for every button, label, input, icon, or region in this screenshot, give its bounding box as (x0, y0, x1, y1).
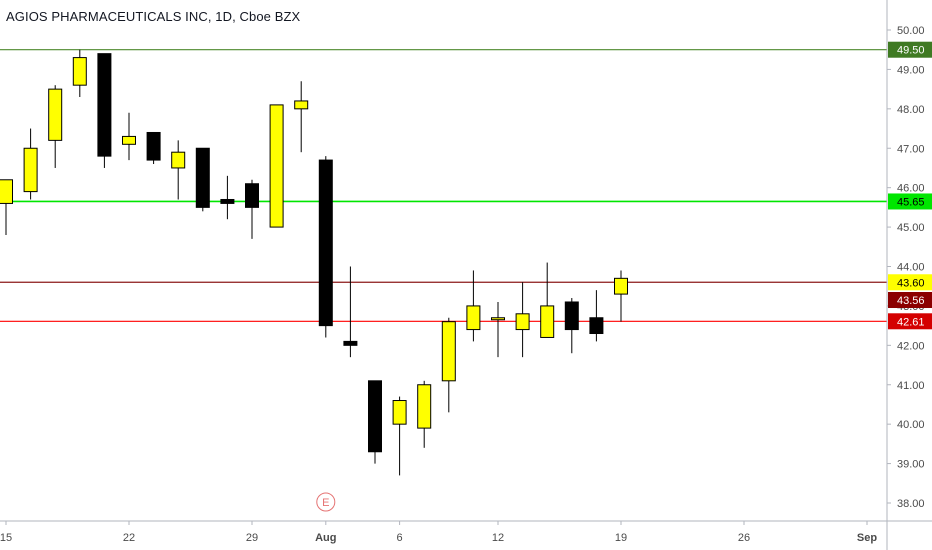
candle[interactable] (72, 49, 87, 98)
candle-body (23, 147, 38, 193)
candle-body (614, 277, 628, 295)
candle[interactable] (122, 112, 136, 161)
candle-body (515, 313, 530, 331)
candle[interactable] (343, 266, 358, 358)
candle[interactable] (146, 131, 161, 165)
earnings-marker[interactable]: E (316, 492, 336, 512)
price-tick-label: 50.00 (897, 25, 925, 37)
candle-body (0, 179, 13, 204)
time-tick-label: 15 (0, 532, 12, 544)
price-tag-bg (888, 292, 932, 309)
price-tag-label: 49.50 (897, 45, 925, 57)
candles-layer (0, 49, 628, 476)
candle[interactable] (97, 53, 112, 168)
price-tick-label: 42.00 (897, 340, 925, 352)
candle-body (72, 57, 87, 86)
price-tick-label: 38.00 (897, 498, 925, 510)
price-tag-label: 42.61 (897, 316, 925, 328)
candle-body (220, 198, 235, 204)
candle-body (417, 384, 432, 429)
price-tick-label: 45.00 (897, 222, 925, 234)
price-tick-label: 39.00 (897, 459, 925, 471)
candle-body (441, 321, 456, 382)
time-tick-label: 19 (615, 532, 627, 544)
candle-body (368, 380, 382, 453)
earnings-circle (316, 492, 336, 512)
candle[interactable] (48, 85, 63, 168)
candle[interactable] (417, 380, 432, 448)
candle[interactable] (515, 282, 530, 358)
candle-body (318, 159, 333, 327)
candle[interactable] (368, 380, 382, 464)
candle-body (540, 305, 555, 338)
time-tick-label: Aug (315, 532, 336, 544)
candle[interactable] (466, 270, 481, 342)
markers-layer: E (316, 492, 336, 512)
time-tick-label: 29 (246, 532, 258, 544)
candle[interactable] (294, 81, 309, 153)
line-price-tag: 49.50 (888, 41, 932, 58)
candle-body (392, 400, 407, 425)
price-tick-label: 40.00 (897, 419, 925, 431)
candle[interactable] (540, 262, 555, 338)
candle-body (491, 317, 505, 321)
price-tick-label: 46.00 (897, 183, 925, 195)
time-tick-label: 12 (492, 532, 504, 544)
candle-body (146, 131, 161, 161)
candle-body (245, 183, 259, 208)
candle-body (122, 135, 136, 145)
candle-body (97, 53, 112, 157)
candle-body (294, 100, 309, 110)
horizontal-lines-layer (0, 49, 887, 322)
candle[interactable] (614, 270, 628, 322)
candle[interactable] (195, 147, 210, 212)
price-tick-label: 49.00 (897, 64, 925, 76)
candle[interactable] (245, 179, 259, 239)
candle-body (48, 88, 63, 141)
time-tick-label: 22 (123, 532, 135, 544)
line-price-tag: 45.65 (888, 193, 932, 210)
line-price-tag: 43.60 (888, 274, 932, 291)
candle-body (589, 317, 604, 335)
price-tick-label: 41.00 (897, 380, 925, 392)
price-tag-bg (888, 41, 932, 58)
candle[interactable] (220, 175, 235, 220)
candle-body (195, 147, 210, 208)
price-tag-bg (888, 274, 932, 291)
time-tick-label: Sep (857, 532, 877, 544)
price-tick-label: 44.00 (897, 262, 925, 274)
candle[interactable] (491, 301, 505, 358)
candle-body (343, 340, 358, 346)
candle[interactable] (564, 298, 579, 354)
price-tick-label: 48.00 (897, 104, 925, 116)
price-tag-label: 45.65 (897, 196, 925, 208)
time-tick-label: 26 (738, 532, 750, 544)
candle[interactable] (318, 156, 333, 338)
candle[interactable] (0, 179, 13, 235)
price-tag-bg (888, 193, 932, 210)
candle[interactable] (589, 290, 604, 342)
candle[interactable] (441, 317, 456, 413)
time-tick-label: 6 (397, 532, 403, 544)
chart-title: AGIOS PHARMACEUTICALS INC, 1D, Cboe BZX (6, 9, 301, 24)
price-tick-label: 47.00 (897, 143, 925, 155)
candle-body (171, 151, 186, 169)
last-price-tag: 43.56 (888, 292, 932, 309)
candle[interactable] (171, 140, 186, 200)
earnings-label: E (322, 497, 329, 509)
candle[interactable] (269, 104, 284, 228)
line-price-tag: 42.61 (888, 313, 932, 330)
price-tag-label: 43.60 (897, 277, 925, 289)
candle-body (466, 305, 481, 331)
price-tag-label: 43.56 (897, 295, 925, 307)
candle-body (564, 301, 579, 331)
price-tag-bg (888, 313, 932, 330)
candle[interactable] (392, 396, 407, 476)
candle[interactable] (23, 128, 38, 200)
candle-body (269, 104, 284, 228)
